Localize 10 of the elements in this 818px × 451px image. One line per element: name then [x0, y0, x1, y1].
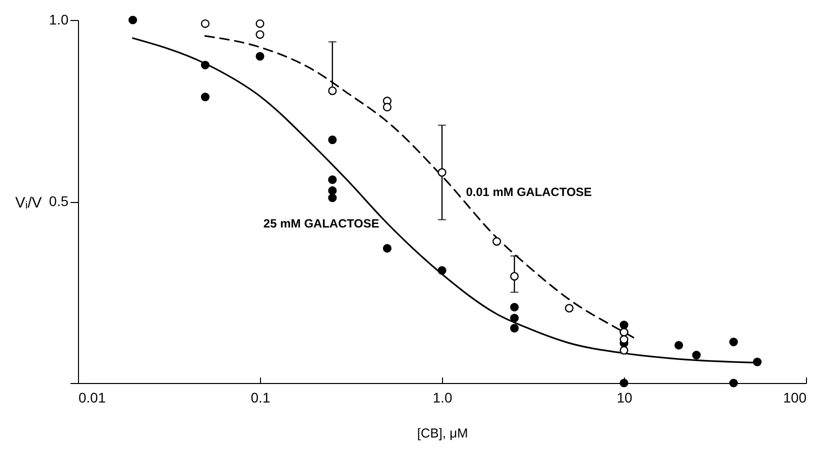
- x-tick-label: 0.1: [250, 390, 270, 406]
- x-tick-label: 10: [616, 390, 632, 406]
- x-tick-label: 1.0: [432, 390, 452, 406]
- series-label: 0.01 mM GALACTOSE: [466, 185, 592, 200]
- series-label: 25 mM GALACTOSE: [263, 216, 380, 230]
- x-tick-label: 100: [783, 390, 807, 406]
- y-tick-label: 0.5: [49, 193, 69, 209]
- x-tick-label: 0.01: [78, 390, 106, 406]
- x-axis-title: [CB], μM: [417, 426, 468, 440]
- y-axis-title: Vᵢ/V: [15, 194, 42, 212]
